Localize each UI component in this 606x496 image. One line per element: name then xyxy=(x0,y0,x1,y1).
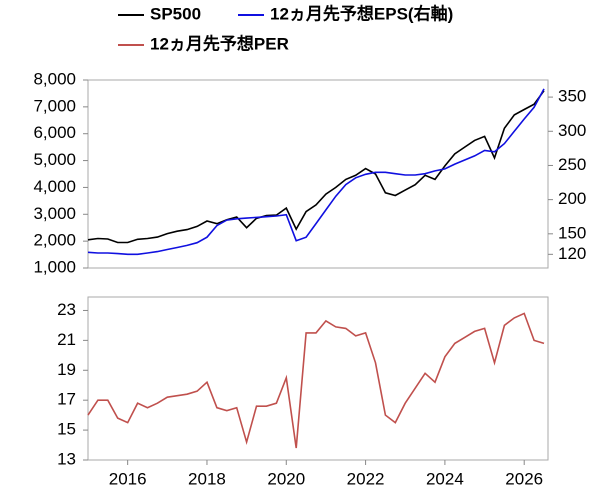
y-tick-label: 1,000 xyxy=(33,257,76,276)
y2-tick-label: 250 xyxy=(558,155,586,174)
y-tick-label: 7,000 xyxy=(33,96,76,115)
y-tick-label: 21 xyxy=(57,330,76,349)
legend-label: 12ヵ月先予想PER xyxy=(150,33,289,53)
y-tick-label: 3,000 xyxy=(33,204,76,223)
y-tick-label: 6,000 xyxy=(33,123,76,142)
series-line xyxy=(87,90,545,244)
x-tick-label: 2026 xyxy=(505,469,543,488)
y2-tick-label: 200 xyxy=(558,189,586,208)
x-tick-label: 2022 xyxy=(347,469,385,488)
y2-tick-label: 120 xyxy=(558,244,586,263)
x-tick-label: 2024 xyxy=(426,469,464,488)
y2-tick-label: 350 xyxy=(558,87,586,106)
series-line xyxy=(87,88,545,256)
series-line xyxy=(87,312,545,449)
legend-label: SP500 xyxy=(150,4,201,23)
y2-tick-label: 300 xyxy=(558,121,586,140)
y-tick-label: 8,000 xyxy=(33,69,76,88)
y-tick-label: 4,000 xyxy=(33,177,76,196)
y-tick-label: 5,000 xyxy=(33,150,76,169)
y-tick-label: 23 xyxy=(57,300,76,319)
y-tick-label: 13 xyxy=(57,449,76,468)
y-tick-label: 17 xyxy=(57,390,76,409)
y-tick-label: 19 xyxy=(57,360,76,379)
x-tick-label: 2018 xyxy=(188,469,226,488)
legend-label: 12ヵ月先予想EPS(右軸) xyxy=(270,3,453,23)
x-tick-label: 2016 xyxy=(109,469,147,488)
plot-frame xyxy=(87,296,549,461)
y-tick-label: 2,000 xyxy=(33,231,76,250)
y-tick-label: 15 xyxy=(57,420,76,439)
x-tick-label: 2020 xyxy=(267,469,305,488)
y2-tick-label: 150 xyxy=(558,223,586,242)
plot-frame xyxy=(87,79,549,269)
